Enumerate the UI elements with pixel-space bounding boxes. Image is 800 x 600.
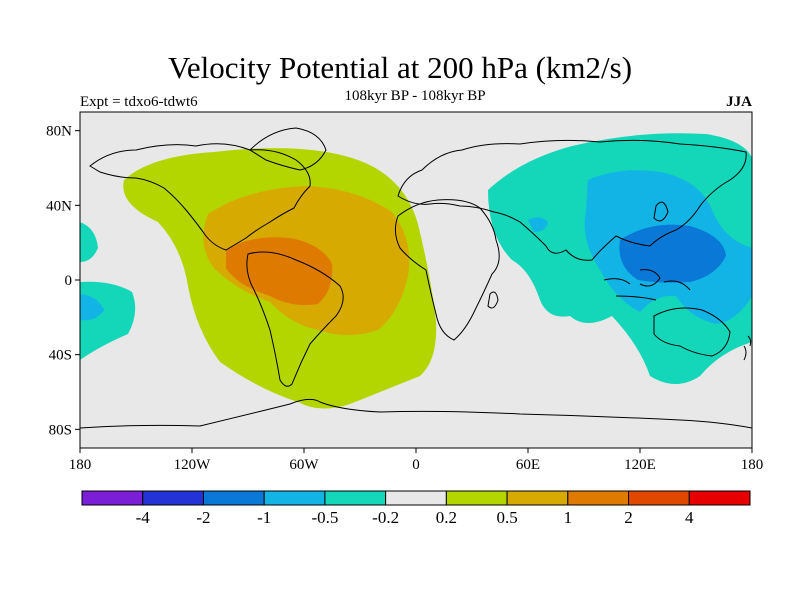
eurasia-coast — [397, 139, 747, 261]
colorbar-label: 0.5 — [496, 508, 518, 527]
lon-tick-label: 0 — [412, 457, 420, 473]
colorbar-label: -0.2 — [372, 508, 400, 527]
lon-tick-label: 180 — [69, 457, 92, 473]
australia-coast — [653, 307, 731, 357]
map-panel — [80, 112, 752, 448]
contour-darkblue-core — [619, 224, 726, 283]
south-america-coast — [246, 251, 344, 387]
colorbar-label: 1 — [563, 508, 573, 527]
new-zealand-coast — [743, 335, 752, 361]
longitude-axis: 180 120W 60W 0 60E 120E 180 — [69, 448, 764, 473]
contour-cyan-edge-north — [80, 222, 98, 262]
lat-tick-label: 40S — [49, 348, 72, 364]
colorbar-swatch — [263, 490, 326, 506]
map-title: Velocity Potential at 200 hPa (km2/s) — [167, 50, 633, 85]
lat-tick-label: 80S — [49, 422, 72, 438]
greenland-coast — [249, 127, 327, 171]
colorbar-swatch — [324, 490, 387, 506]
colorbar-label: -1 — [257, 508, 272, 527]
africa-coast — [394, 199, 500, 341]
map-subtitle: 108kyr BP - 108kyr BP — [344, 88, 486, 104]
colorbar-label: -2 — [196, 508, 211, 527]
lon-tick-label: 120E — [624, 457, 656, 473]
colorbar-swatch — [688, 490, 751, 506]
lat-tick-label: 0 — [65, 273, 73, 289]
lon-tick-label: 60W — [289, 457, 319, 473]
colorbar-swatch — [567, 490, 630, 506]
coastlines — [80, 127, 752, 429]
lon-tick-label: 60E — [516, 457, 540, 473]
north-america-coast — [89, 143, 311, 251]
season-label: JJA — [726, 94, 752, 110]
indonesia-coast — [603, 269, 691, 301]
colorbar-swatch — [628, 490, 690, 506]
colorbar-swatch — [81, 490, 144, 506]
colorbar-swatch — [385, 490, 447, 506]
japan-coast — [653, 201, 669, 222]
colorbar-swatch — [202, 490, 265, 506]
lon-tick-label: 120W — [174, 457, 212, 473]
colorbar-label: 4 — [685, 508, 694, 527]
colorbar-swatch — [445, 490, 508, 506]
colorbar-label: 2 — [624, 508, 633, 527]
colorbar-label: -4 — [135, 508, 150, 527]
lat-tick-label: 80N — [46, 124, 72, 140]
colorbar-swatch — [506, 490, 569, 506]
experiment-label: Expt = tdxo6-tdwt6 — [80, 94, 198, 110]
antarctica-coast — [80, 398, 752, 429]
madagascar-coast — [487, 291, 499, 309]
contour-fills — [80, 133, 752, 409]
contour-blue-small — [528, 217, 548, 232]
latitude-axis: 80N 40N 0 40S 80S — [46, 124, 80, 438]
colorbar-label: -0.5 — [311, 508, 339, 527]
colorbar-swatch — [142, 490, 204, 506]
lat-tick-label: 40N — [46, 198, 72, 214]
colorbar — [81, 490, 751, 506]
contour-blue-edge — [80, 294, 104, 321]
colorbar-label: 0.2 — [435, 508, 457, 527]
lon-tick-label: 180 — [741, 457, 764, 473]
